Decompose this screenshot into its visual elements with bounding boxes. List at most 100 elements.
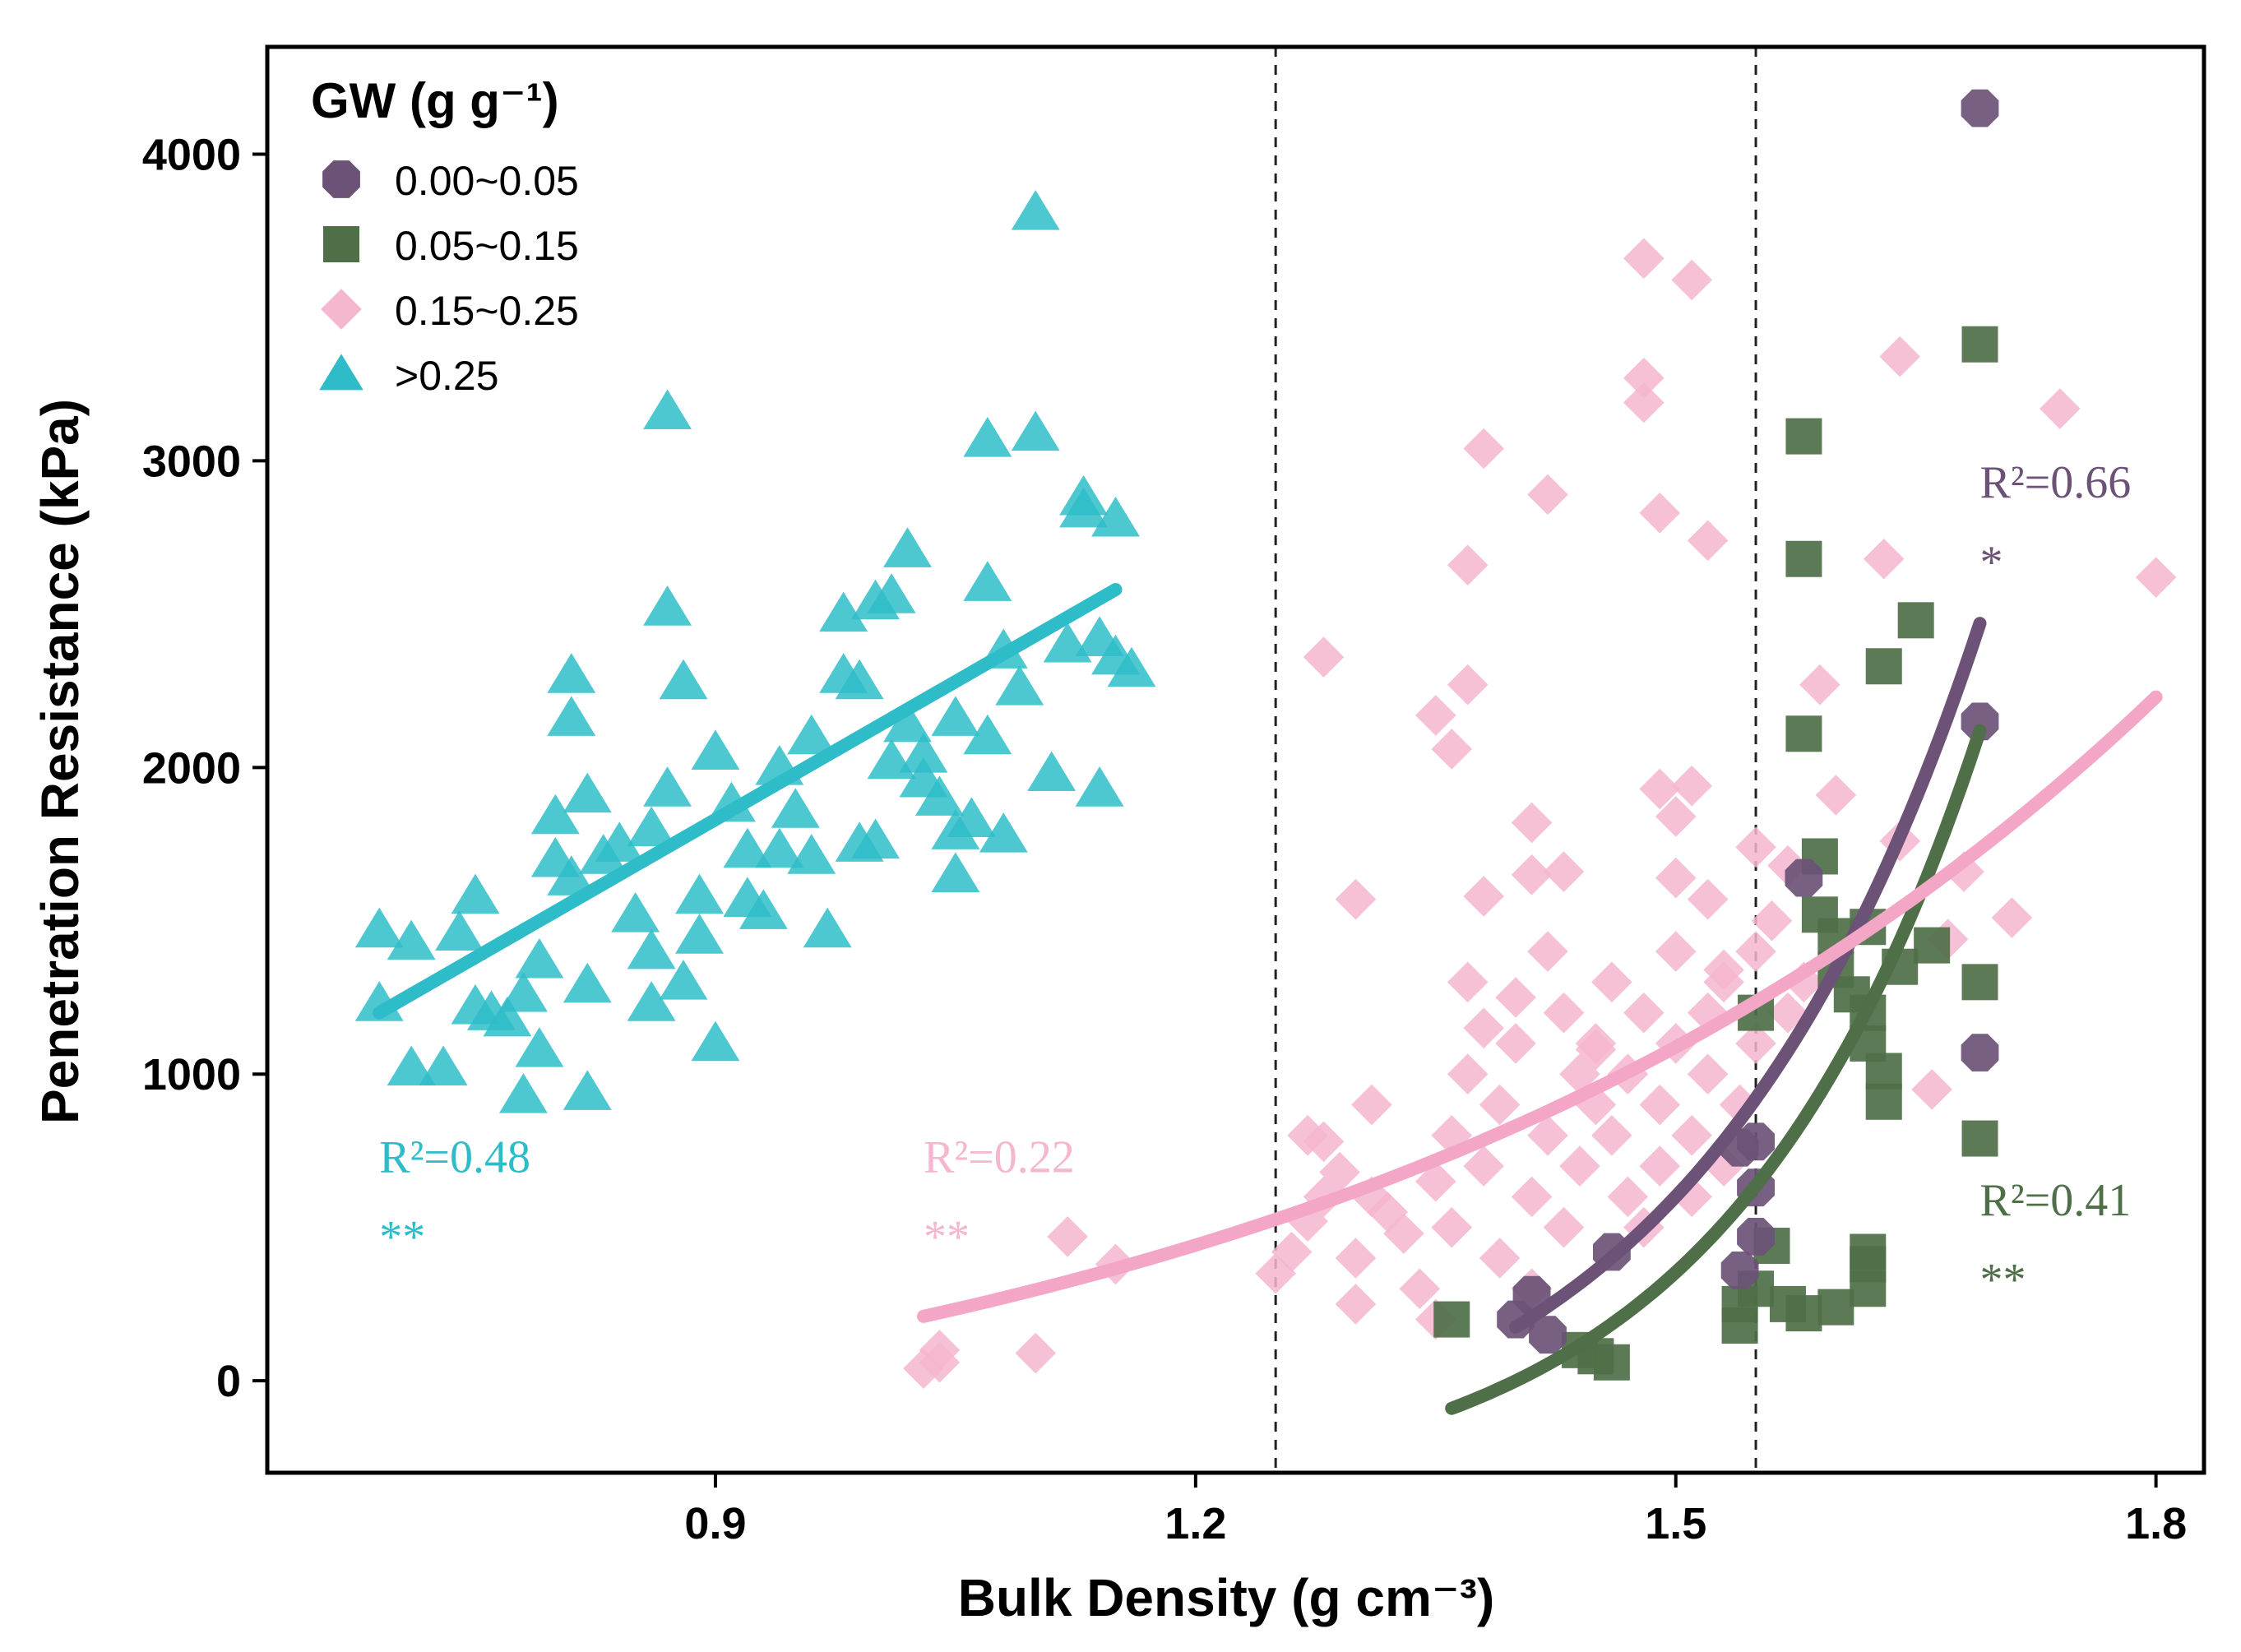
point-triangle <box>947 797 996 837</box>
point-diamond <box>1991 897 2033 938</box>
point-triangle <box>867 573 916 613</box>
point-diamond <box>1543 851 1585 892</box>
point-triangle <box>547 653 596 693</box>
point-triangle <box>643 766 692 807</box>
significance-annotation: ** <box>1980 1255 2026 1306</box>
point-diamond <box>1639 768 1681 810</box>
point-diamond <box>1015 1332 1057 1374</box>
point-circle <box>1785 858 1823 897</box>
significance-annotation: ** <box>379 1212 425 1263</box>
y-tick-label: 0 <box>216 1357 241 1406</box>
point-triangle <box>354 907 404 948</box>
point-circle <box>1961 89 1999 127</box>
y-tick-label: 3000 <box>142 437 241 486</box>
fit-lines <box>373 583 2163 1415</box>
point-diamond <box>1463 1145 1504 1187</box>
point-square <box>1785 418 1822 455</box>
point-diamond <box>1303 1121 1345 1163</box>
point-triangle <box>963 561 1012 601</box>
point-diamond <box>1527 931 1568 972</box>
point-diamond <box>1511 802 1553 844</box>
point-triangle <box>755 827 804 868</box>
fit-line-square <box>1445 724 1987 1415</box>
point-triangle <box>914 775 964 816</box>
point-diamond <box>1879 335 1921 377</box>
y-tick-label: 1000 <box>142 1050 241 1099</box>
point-triangle <box>643 585 692 626</box>
point-triangle <box>483 996 532 1037</box>
point-triangle <box>963 417 1012 457</box>
r2-annotation: R²=0.66 <box>1980 457 2132 508</box>
point-diamond <box>1591 961 1632 1003</box>
point-circle <box>1529 1316 1567 1354</box>
point-diamond <box>1319 1151 1360 1193</box>
point-triangle <box>1011 410 1060 451</box>
point-triangle <box>1075 766 1124 807</box>
point-triangle <box>931 852 980 893</box>
point-diamond <box>1463 876 1504 917</box>
point-diamond <box>1303 636 1345 678</box>
point-triangle <box>498 971 548 1012</box>
point-diamond <box>1335 1238 1377 1279</box>
point-diamond <box>1415 695 1456 736</box>
point-triangle <box>659 659 708 700</box>
plot-frame <box>265 44 2206 1475</box>
legend-label: 0.15~0.25 <box>395 288 579 334</box>
point-square <box>1961 1120 1998 1157</box>
x-tick-label: 0.9 <box>684 1499 746 1548</box>
point-diamond <box>1671 765 1712 807</box>
point-triangle <box>387 1045 436 1086</box>
point-diamond <box>1463 1007 1504 1049</box>
point-diamond <box>1447 1053 1489 1095</box>
point-triangle <box>451 873 500 914</box>
point-triangle <box>435 910 484 951</box>
point-triangle <box>851 818 901 859</box>
point-diamond <box>1687 1053 1729 1095</box>
point-triangle <box>675 914 724 954</box>
point-triangle <box>803 907 852 948</box>
point-square <box>1817 1289 1854 1326</box>
point-diamond <box>1671 1115 1712 1156</box>
point-triangle <box>530 794 580 835</box>
point-triangle <box>883 701 932 743</box>
y-tick-label: 2000 <box>142 743 241 793</box>
axes: 0.9 1.2 1.5 1.8 0 1000 2000 3000 4000 <box>142 44 2206 1548</box>
point-diamond <box>1655 857 1697 899</box>
point-square <box>1914 927 1951 964</box>
fit-line-triangle <box>373 583 1123 1020</box>
point-diamond <box>1735 931 1776 972</box>
point-diamond <box>1639 1084 1681 1126</box>
point-diamond <box>1655 931 1697 972</box>
point-triangle <box>611 892 660 932</box>
point-triangle <box>995 665 1044 706</box>
x-tick-label: 1.8 <box>2125 1499 2187 1548</box>
point-triangle <box>835 659 884 700</box>
point-diamond <box>1655 796 1697 837</box>
point-square <box>1865 1083 1902 1120</box>
point-diamond <box>1623 382 1665 423</box>
point-diamond <box>1431 1206 1473 1248</box>
point-square <box>1785 715 1822 752</box>
point-triangle <box>675 873 724 914</box>
point-diamond <box>1735 826 1776 868</box>
point-square <box>1897 602 1934 639</box>
point-triangle <box>723 827 772 868</box>
point-circle <box>1737 1122 1775 1161</box>
point-triangle <box>771 788 820 828</box>
point-diamond <box>1863 538 1905 580</box>
point-triangle <box>819 591 868 632</box>
point-triangle <box>963 714 1012 755</box>
y-tick-label: 4000 <box>142 131 241 180</box>
point-diamond <box>1543 1206 1585 1248</box>
legend-label: 0.05~0.15 <box>395 223 579 269</box>
point-diamond <box>1623 992 1665 1034</box>
point-triangle <box>739 889 788 929</box>
point-triangle <box>627 981 676 1021</box>
point-triangle <box>547 855 596 895</box>
point-diamond <box>1527 474 1568 516</box>
x-tick-label: 1.5 <box>1645 1499 1706 1548</box>
point-square <box>1593 1344 1630 1381</box>
point-triangle <box>931 696 980 736</box>
point-diamond <box>1815 775 1857 816</box>
significance-annotation: * <box>1980 537 2003 588</box>
